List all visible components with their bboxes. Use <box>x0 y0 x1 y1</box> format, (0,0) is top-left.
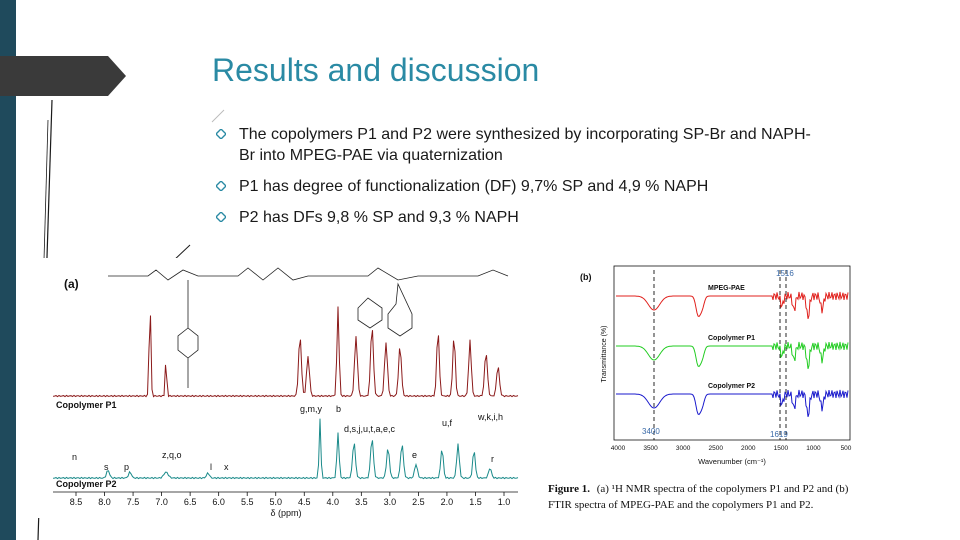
nmr-x-axis-label: δ (ppm) <box>270 508 301 518</box>
ftir-tick-label: 3000 <box>676 445 691 452</box>
bullet-text: The copolymers P1 and P2 were synthesize… <box>239 126 811 164</box>
nmr-tick-label: 7.5 <box>127 497 140 507</box>
peak-label: l <box>210 462 212 472</box>
peak-label: r <box>491 454 494 464</box>
peak-label: w,k,i,h <box>477 412 503 422</box>
nmr-trace-p2 <box>52 418 519 480</box>
slide-title: Results and discussion <box>212 52 540 88</box>
trace-label-mpeg: MPEG-PAE <box>708 285 745 292</box>
nmr-tick-label: 1.5 <box>469 497 482 507</box>
bullet-item: P1 has degree of functionalization (DF) … <box>214 176 814 197</box>
peak-label: s <box>104 462 109 472</box>
bullet-text: P2 has DFs 9,8 % SP and 9,3 % NAPH <box>239 209 519 226</box>
panel-label-b: (b) <box>580 272 592 282</box>
peak-label: g,m,y <box>300 404 323 414</box>
trace-label-p1: Copolymer P1 <box>708 335 755 342</box>
ftir-tick-label: 1000 <box>806 445 821 452</box>
ftir-x-axis-label: Wavenumber (cm⁻¹) <box>698 457 766 466</box>
ftir-tick-label: 2500 <box>708 445 723 452</box>
caption-line2: FTIR spectra of MPEG-PAE and the copolym… <box>548 499 814 511</box>
nmr-tick-label: 4.5 <box>298 497 311 507</box>
nmr-tick-label: 4.0 <box>327 497 340 507</box>
diamond-bullet-icon <box>216 129 226 139</box>
ftir-tick-label: 500 <box>841 445 852 452</box>
panel-label-a: (a) <box>64 277 79 291</box>
annotation-label: 1619 <box>770 430 788 439</box>
ftir-trace-mpeg <box>616 291 849 319</box>
peak-label: p <box>124 462 129 472</box>
nmr-tick-label: 6.5 <box>184 497 197 507</box>
title-tab-arrow <box>0 56 126 96</box>
nmr-tick-label: 1.0 <box>498 497 511 507</box>
chemical-structure-image <box>108 267 509 388</box>
peak-label: e <box>412 450 417 460</box>
peak-label: z,q,o <box>162 450 182 460</box>
bullet-item: The copolymers P1 and P2 were synthesize… <box>214 124 814 166</box>
peak-label: x <box>224 462 229 472</box>
nmr-figure: (a) Copolymer P1 Copolymer P2 g,m,y b d,… <box>38 258 524 518</box>
annotation-label: 1516 <box>776 269 794 278</box>
bullet-item: P2 has DFs 9,8 % SP and 9,3 % NAPH <box>214 207 814 228</box>
ftir-y-axis-label: Transmittance (%) <box>601 326 608 383</box>
left-accent-strip <box>0 0 16 540</box>
trace-label-p1: Copolymer P1 <box>56 400 117 410</box>
nmr-tick-label: 6.0 <box>212 497 225 507</box>
nmr-tick-label: 3.0 <box>384 497 397 507</box>
peak-label: u,f <box>442 418 453 428</box>
nmr-tick-label: 8.0 <box>98 497 111 507</box>
ftir-figure: (b) Transmittance (%) MPEG-PAE Copolymer… <box>532 254 948 518</box>
peak-label: d,s,j,u,t,a,e,c <box>344 424 396 434</box>
ftir-trace-p2 <box>616 389 849 417</box>
nmr-tick-label: 7.0 <box>155 497 168 507</box>
nmr-tick-label: 2.5 <box>412 497 425 507</box>
nmr-tick-label: 2.0 <box>441 497 454 507</box>
diamond-bullet-icon <box>216 181 226 191</box>
ftir-plot-frame <box>613 265 851 441</box>
nmr-tick-label: 5.0 <box>269 497 282 507</box>
caption-line1: (a) ¹H NMR spectra of the copolymers P1 … <box>597 483 849 495</box>
caption-prefix: Figure 1. <box>548 483 590 495</box>
bullet-text: P1 has degree of functionalization (DF) … <box>239 178 709 195</box>
left-accent-gap <box>16 0 38 540</box>
ftir-trace-p1 <box>616 341 849 369</box>
ftir-tick-label: 1500 <box>774 445 789 452</box>
annotation-label: 3400 <box>642 427 660 436</box>
peak-label: b <box>336 404 341 414</box>
nmr-tick-label: 3.5 <box>355 497 368 507</box>
ftir-tick-label: 2000 <box>741 445 756 452</box>
bullet-list: The copolymers P1 and P2 were synthesize… <box>214 124 814 238</box>
ftir-tick-label: 3500 <box>643 445 658 452</box>
peak-label: n <box>72 452 77 462</box>
diamond-bullet-icon <box>216 212 226 222</box>
nmr-tick-label: 8.5 <box>70 497 83 507</box>
trace-label-p2: Copolymer P2 <box>56 479 117 489</box>
nmr-trace-p1 <box>52 306 519 398</box>
nmr-tick-label: 5.5 <box>241 497 254 507</box>
ftir-tick-label: 4000 <box>611 445 626 452</box>
trace-label-p2: Copolymer P2 <box>708 383 755 390</box>
figure-caption: Figure 1. (a) ¹H NMR spectra of the copo… <box>548 483 849 495</box>
